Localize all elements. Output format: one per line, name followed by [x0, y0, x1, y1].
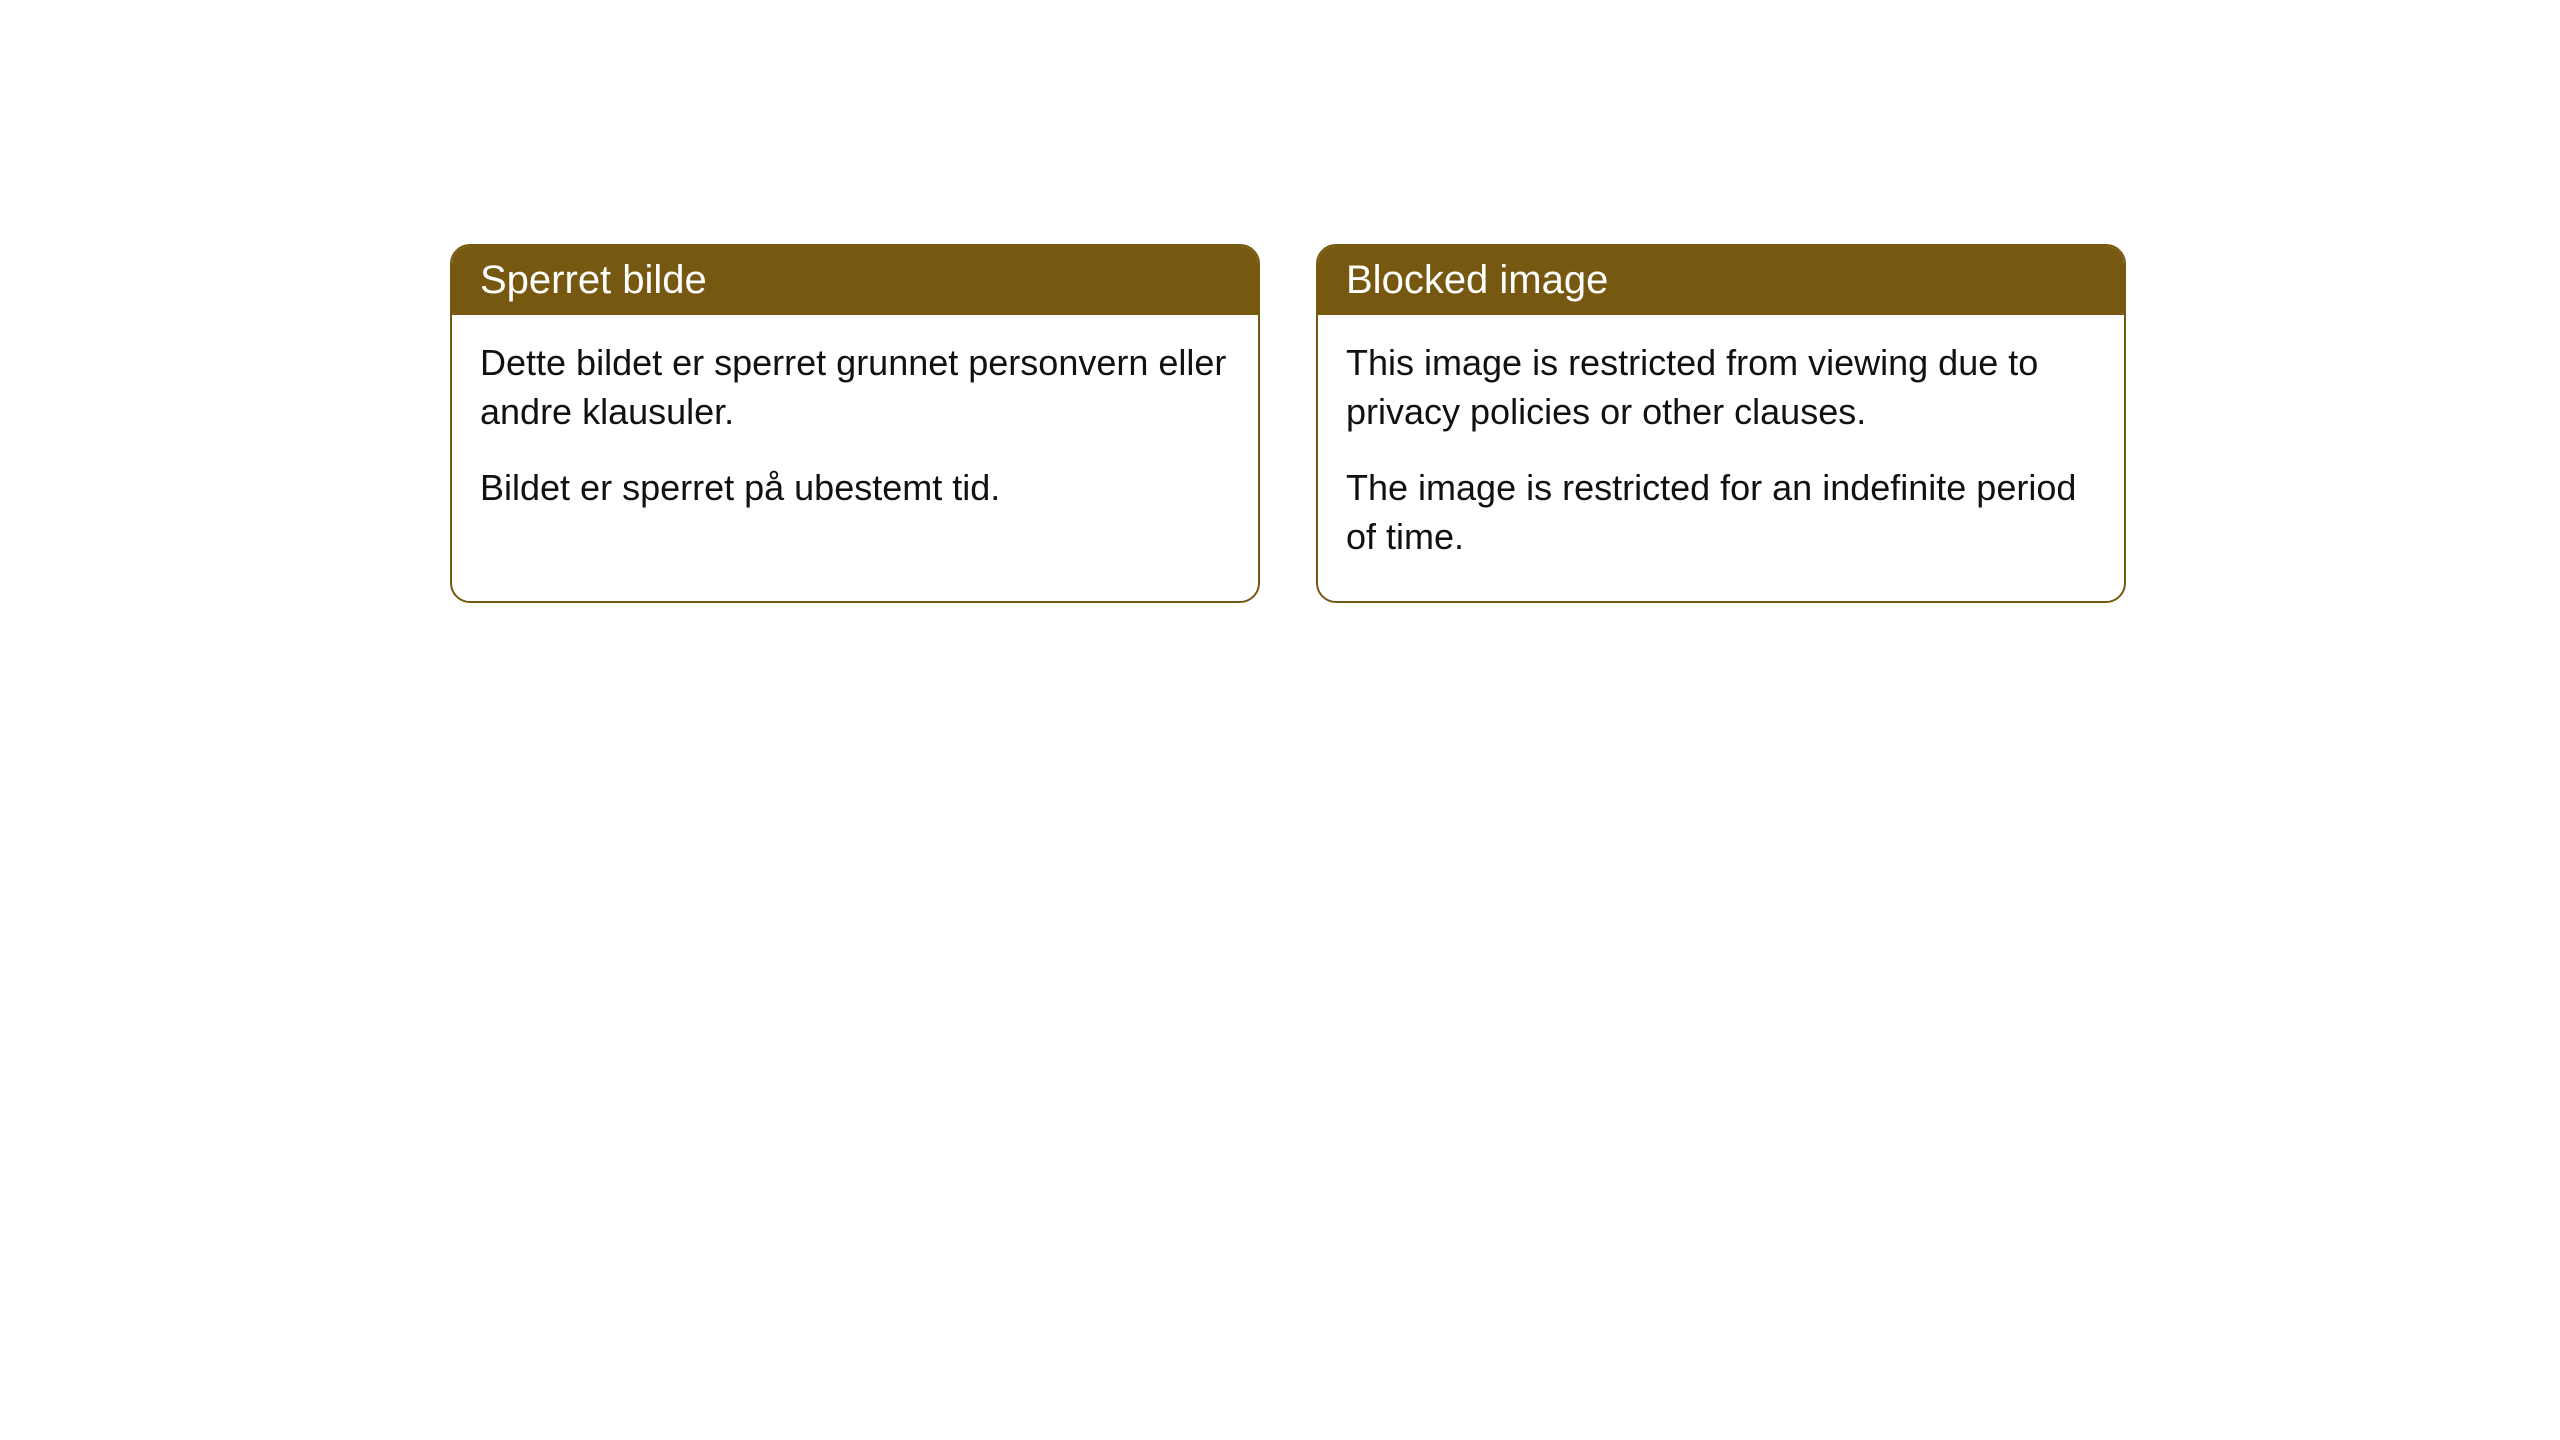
- card-body-p2: Bildet er sperret på ubestemt tid.: [480, 464, 1230, 513]
- card-header: Blocked image: [1318, 246, 2124, 315]
- notice-card-norwegian: Sperret bilde Dette bildet er sperret gr…: [450, 244, 1260, 603]
- notice-card-english: Blocked image This image is restricted f…: [1316, 244, 2126, 603]
- notice-container: Sperret bilde Dette bildet er sperret gr…: [0, 0, 2560, 603]
- card-header: Sperret bilde: [452, 246, 1258, 315]
- card-body-p2: The image is restricted for an indefinit…: [1346, 464, 2096, 561]
- card-body: Dette bildet er sperret grunnet personve…: [452, 315, 1258, 553]
- card-body-p1: This image is restricted from viewing du…: [1346, 339, 2096, 436]
- card-body: This image is restricted from viewing du…: [1318, 315, 2124, 601]
- card-body-p1: Dette bildet er sperret grunnet personve…: [480, 339, 1230, 436]
